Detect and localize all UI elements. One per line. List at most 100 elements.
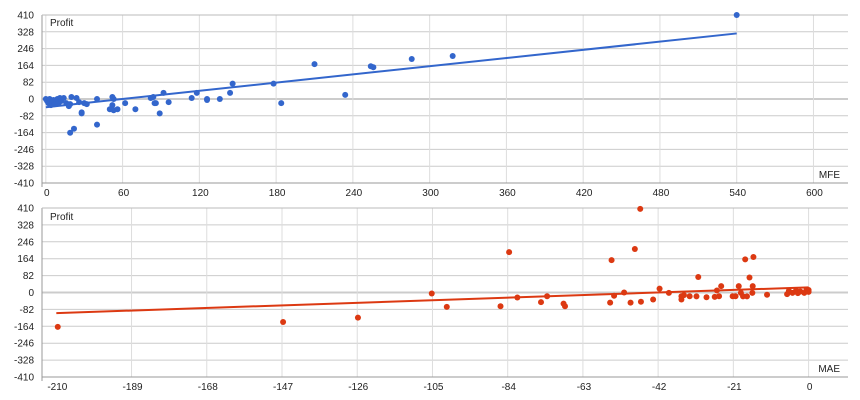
y-tick-label: 164	[17, 61, 34, 72]
x-tick-label: 600	[806, 188, 823, 199]
x-axis-title: MFE	[819, 170, 840, 181]
data-point	[443, 303, 450, 310]
data-point	[506, 249, 513, 256]
data-point	[204, 97, 211, 104]
data-point	[311, 61, 318, 68]
data-point	[749, 289, 756, 296]
y-tick-label: -328	[14, 162, 34, 173]
data-point	[67, 101, 74, 108]
data-point	[188, 94, 195, 101]
y-tick-label: -164	[14, 128, 34, 139]
data-point	[94, 96, 101, 102]
data-point	[83, 101, 90, 108]
data-point	[713, 287, 720, 294]
x-tick-label: -63	[577, 382, 592, 393]
y-tick-label: -246	[14, 145, 34, 156]
trendline	[45, 32, 737, 109]
data-point	[608, 257, 615, 264]
data-point	[544, 293, 551, 300]
data-point	[278, 100, 285, 107]
data-point	[611, 292, 618, 299]
y-tick-label: 0	[28, 95, 34, 106]
data-point	[152, 100, 159, 107]
data-point	[78, 110, 85, 117]
data-point	[68, 93, 75, 100]
mae-profit-chart: Profit MAE 410 328 246 164 82 0 -82 -164 -246 -32…	[14, 204, 848, 393]
data-point	[637, 298, 644, 305]
data-point	[750, 254, 757, 261]
x-tick-label: -105	[423, 382, 443, 393]
data-point	[67, 129, 74, 136]
data-point	[637, 205, 644, 212]
gridlines	[42, 207, 848, 378]
data-point	[122, 100, 129, 107]
data-point	[193, 89, 200, 96]
data-point	[94, 121, 101, 128]
data-point	[156, 110, 163, 117]
x-tick-label: -126	[348, 382, 368, 393]
y-tick-label: -410	[14, 373, 34, 384]
x-tick-label: 180	[269, 188, 286, 199]
y-tick-label: 164	[17, 254, 34, 265]
y-tick-label: -410	[14, 179, 34, 190]
x-tick-label: 480	[653, 188, 670, 199]
x-tick-label: 120	[192, 188, 209, 199]
data-point	[60, 94, 67, 101]
data-point	[742, 256, 749, 263]
data-point	[76, 99, 83, 106]
data-point	[132, 106, 139, 113]
data-point	[408, 56, 415, 63]
x-tick-label: -21	[727, 382, 742, 393]
data-point	[114, 106, 121, 113]
data-point	[656, 285, 663, 292]
y-tick-label: -328	[14, 356, 34, 367]
data-point	[150, 93, 157, 100]
data-point	[280, 318, 287, 325]
data-point	[270, 80, 277, 87]
y-tick-label: 246	[17, 44, 34, 55]
data-point	[354, 314, 361, 321]
data-point	[110, 96, 117, 102]
data-point	[733, 12, 740, 18]
x-tick-label: 0	[807, 382, 813, 393]
y-tick-label: 82	[23, 271, 35, 282]
data-point	[109, 102, 116, 109]
x-tick-label: -147	[273, 382, 293, 393]
data-point	[680, 292, 687, 299]
data-point	[227, 89, 234, 96]
y-tick-label: 82	[23, 78, 35, 89]
data-point	[229, 80, 236, 87]
data-point	[716, 293, 723, 300]
x-tick-label: -189	[123, 382, 143, 393]
data-point	[746, 274, 753, 281]
y-tick-label: -164	[14, 322, 34, 333]
x-tick-label: 0	[44, 188, 50, 199]
x-tick-label: 360	[499, 188, 516, 199]
data-point	[631, 246, 638, 253]
x-tick-label: -84	[501, 382, 516, 393]
data-point	[621, 289, 628, 296]
y-tick-label: 410	[17, 204, 34, 215]
data-point	[805, 288, 812, 295]
x-tick-label: -168	[198, 382, 218, 393]
mfe-profit-chart: Profit MFE 410 328 246 164 82 0 -82 -164 -246 -32…	[14, 11, 848, 199]
y-tick-label: 246	[17, 237, 34, 248]
x-tick-label: 540	[729, 188, 746, 199]
x-tick-label: 240	[346, 188, 363, 199]
data-point	[627, 299, 634, 306]
x-tick-label: -210	[47, 382, 67, 393]
data-point	[743, 293, 750, 300]
data-point	[54, 323, 61, 330]
data-point	[650, 296, 657, 303]
data-point	[686, 293, 693, 300]
y-tick-label: -82	[20, 111, 35, 122]
data-point	[370, 64, 377, 71]
data-point	[538, 299, 545, 306]
data-point	[749, 283, 756, 290]
y-axis-title: Profit	[50, 18, 74, 29]
data-point	[160, 89, 167, 96]
x-tick-label: 60	[118, 188, 130, 199]
data-point	[514, 294, 521, 301]
x-tick-label: -42	[652, 382, 667, 393]
